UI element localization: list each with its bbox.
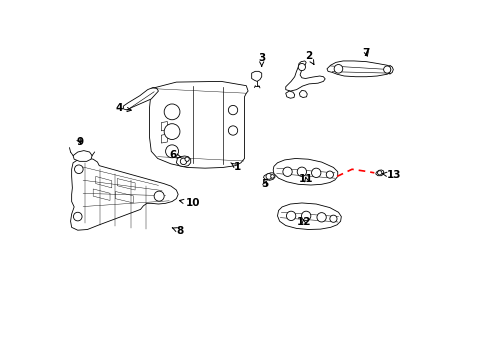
Circle shape [377, 171, 381, 175]
Circle shape [383, 66, 390, 73]
Circle shape [333, 64, 342, 73]
Circle shape [73, 212, 82, 221]
Circle shape [165, 145, 178, 158]
Polygon shape [277, 203, 341, 229]
Polygon shape [299, 90, 306, 98]
Polygon shape [115, 192, 133, 203]
Circle shape [164, 124, 180, 139]
Polygon shape [73, 150, 92, 161]
Polygon shape [123, 87, 158, 110]
Polygon shape [117, 179, 135, 190]
Text: 2: 2 [305, 51, 313, 64]
Text: 6: 6 [169, 150, 181, 160]
Circle shape [74, 165, 83, 174]
Polygon shape [70, 158, 178, 230]
Text: 12: 12 [296, 217, 310, 227]
Polygon shape [389, 65, 392, 74]
Circle shape [228, 126, 237, 135]
Text: 4: 4 [115, 103, 131, 113]
Circle shape [265, 174, 271, 179]
Circle shape [270, 175, 274, 178]
Polygon shape [273, 158, 337, 185]
Text: 9: 9 [77, 138, 83, 147]
Circle shape [282, 167, 292, 176]
Circle shape [311, 168, 320, 177]
Polygon shape [326, 61, 391, 77]
Text: 11: 11 [298, 174, 313, 184]
Polygon shape [285, 91, 294, 98]
Circle shape [325, 171, 333, 178]
Circle shape [184, 157, 189, 161]
Circle shape [301, 211, 310, 221]
Text: 1: 1 [230, 162, 241, 172]
Text: 3: 3 [258, 53, 265, 66]
Text: 13: 13 [382, 170, 401, 180]
Circle shape [329, 215, 336, 222]
Circle shape [286, 211, 295, 221]
Circle shape [316, 213, 325, 222]
Polygon shape [375, 170, 383, 176]
Circle shape [180, 158, 186, 165]
Polygon shape [263, 173, 274, 180]
Polygon shape [285, 61, 325, 91]
Polygon shape [93, 189, 110, 201]
Polygon shape [176, 156, 190, 167]
Text: 7: 7 [362, 48, 369, 58]
Polygon shape [161, 122, 167, 131]
Polygon shape [161, 134, 167, 143]
Circle shape [154, 191, 164, 201]
Circle shape [298, 63, 305, 71]
Polygon shape [251, 71, 261, 81]
Polygon shape [149, 81, 247, 168]
Text: 8: 8 [172, 226, 183, 236]
Circle shape [297, 167, 306, 176]
Text: 10: 10 [179, 198, 200, 208]
Polygon shape [96, 176, 112, 188]
Text: 5: 5 [261, 179, 268, 189]
Circle shape [228, 105, 237, 115]
Circle shape [164, 104, 180, 120]
